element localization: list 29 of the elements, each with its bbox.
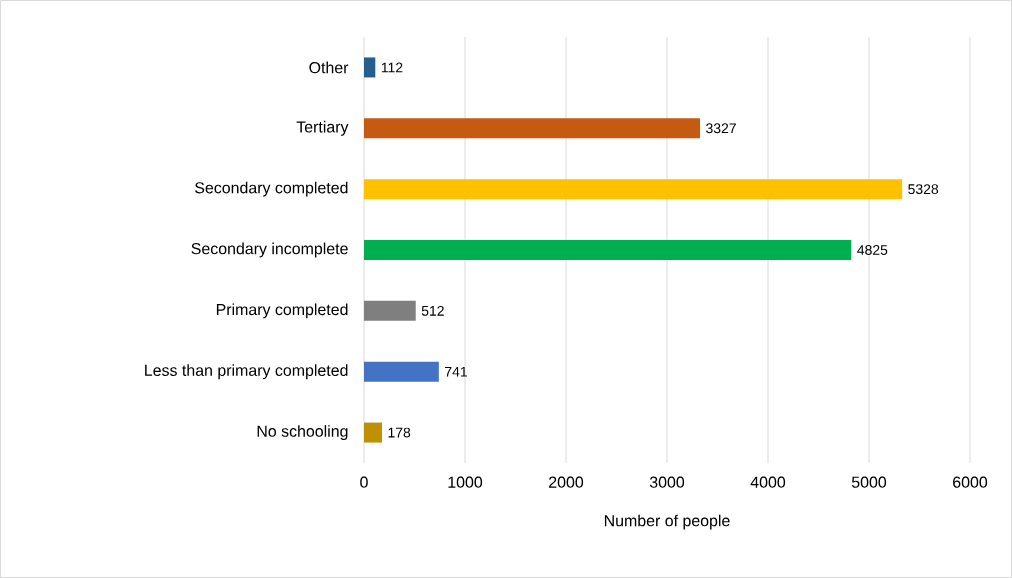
x-tick-label: 4000 (750, 476, 786, 488)
data-label: 112 (381, 62, 403, 73)
data-label: 3327 (706, 123, 736, 134)
bar (364, 57, 376, 78)
bar (364, 361, 439, 382)
y-tick-label: Tertiary (296, 120, 349, 136)
x-axis-title: Number of people (604, 514, 730, 530)
bar (364, 179, 903, 200)
x-tick-label: 6000 (953, 476, 988, 488)
x-tick-label: 0 (360, 476, 368, 488)
y-tick-label: No schooling (257, 425, 348, 441)
y-tick-label: Less than primary completed (145, 364, 348, 380)
x-tick-label: 1000 (448, 476, 483, 488)
bar (364, 118, 701, 139)
x-tick-label: 5000 (851, 476, 887, 488)
data-label: 4825 (857, 245, 888, 255)
bar (364, 300, 416, 321)
y-tick-label: Secondary completed (195, 181, 348, 197)
y-tick-label: Primary completed (216, 303, 348, 319)
data-label: 5328 (908, 184, 939, 195)
y-tick-label: Other (309, 61, 349, 74)
bar (364, 422, 382, 443)
data-label: 178 (388, 427, 411, 438)
data-label: 741 (445, 366, 467, 377)
data-label: 512 (421, 305, 444, 316)
y-tick-label: Secondary incomplete (191, 242, 348, 258)
x-tick-label: 2000 (549, 476, 584, 488)
bar (364, 240, 852, 261)
x-tick-label: 3000 (649, 476, 685, 488)
